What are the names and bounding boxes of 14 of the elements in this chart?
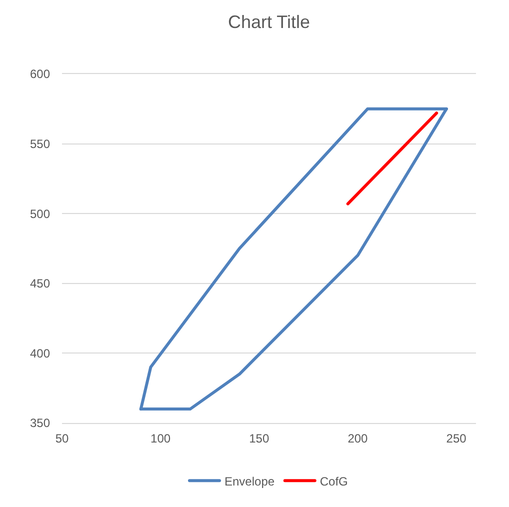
y-tick-label: 600: [30, 67, 50, 82]
y-tick-label: 400: [30, 346, 50, 360]
x-tick-label: 50: [55, 431, 69, 446]
y-tick-label: 500: [30, 206, 50, 221]
x-tick-label: 150: [249, 431, 270, 446]
y-tick-label: 450: [30, 276, 50, 291]
y-tick-label: 550: [30, 137, 50, 151]
x-tick-label: 200: [348, 431, 368, 446]
x-tick-label: 250: [446, 431, 467, 446]
chart-title: Chart Title: [228, 12, 310, 32]
x-tick-label: 100: [150, 431, 171, 446]
y-tick-label: 350: [30, 416, 50, 430]
legend-label: Envelope: [224, 474, 275, 488]
legend-label: CofG: [320, 474, 348, 488]
